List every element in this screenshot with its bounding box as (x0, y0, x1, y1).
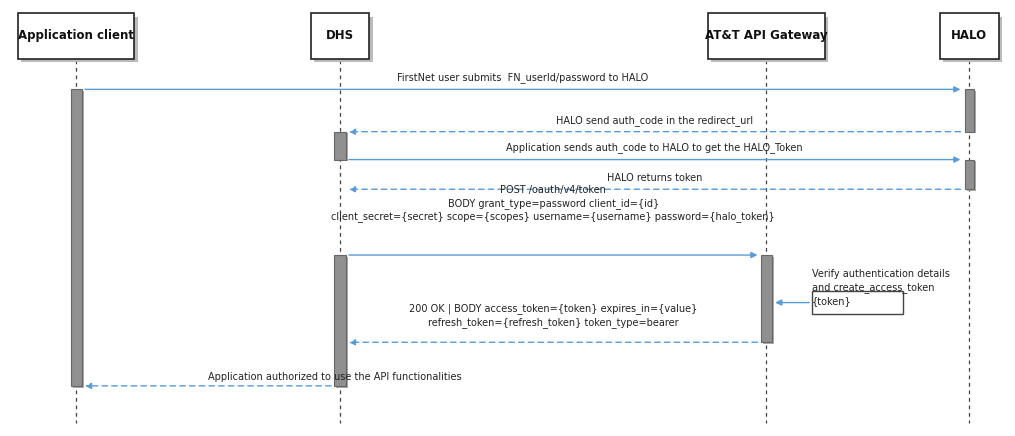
Text: Application authorized to use the API functionalities: Application authorized to use the API fu… (208, 372, 462, 382)
FancyBboxPatch shape (314, 17, 373, 62)
Text: Application sends auth_code to HALO to get the HALO_Token: Application sends auth_code to HALO to g… (506, 143, 803, 153)
Bar (70, 89, 81, 386)
Bar (337, 257, 347, 388)
Text: Application client: Application client (18, 30, 134, 42)
Bar (337, 133, 347, 161)
FancyBboxPatch shape (20, 17, 137, 62)
FancyBboxPatch shape (17, 13, 134, 59)
Bar (966, 91, 975, 133)
Bar (334, 255, 345, 386)
Bar (812, 291, 903, 314)
FancyBboxPatch shape (940, 13, 999, 59)
Text: Verify authentication details
and create_access_token
{token}: Verify authentication details and create… (812, 269, 950, 306)
Text: AT&T API Gateway: AT&T API Gateway (705, 30, 827, 42)
Bar (964, 89, 974, 132)
FancyBboxPatch shape (311, 13, 369, 59)
Text: HALO: HALO (951, 30, 988, 42)
FancyBboxPatch shape (707, 13, 824, 59)
FancyBboxPatch shape (710, 17, 827, 62)
Bar (964, 160, 974, 189)
Bar (763, 257, 773, 344)
Text: 200 OK | BODY access_token={token} expires_in={value}
refresh_token={refresh_tok: 200 OK | BODY access_token={token} expir… (409, 303, 697, 328)
Text: DHS: DHS (326, 30, 354, 42)
Bar (72, 91, 83, 388)
Bar (761, 255, 771, 342)
Text: POST /oauth/v4/token
BODY grant_type=password client_id={id}
client_secret={secr: POST /oauth/v4/token BODY grant_type=pas… (331, 185, 775, 222)
Text: HALO returns token: HALO returns token (607, 173, 702, 183)
Text: FirstNet user submits  FN_userId/password to HALO: FirstNet user submits FN_userId/password… (397, 72, 649, 83)
FancyBboxPatch shape (943, 17, 1002, 62)
Bar (334, 132, 345, 160)
Bar (966, 161, 975, 191)
Text: HALO send auth_code in the redirect_url: HALO send auth_code in the redirect_url (556, 115, 753, 126)
